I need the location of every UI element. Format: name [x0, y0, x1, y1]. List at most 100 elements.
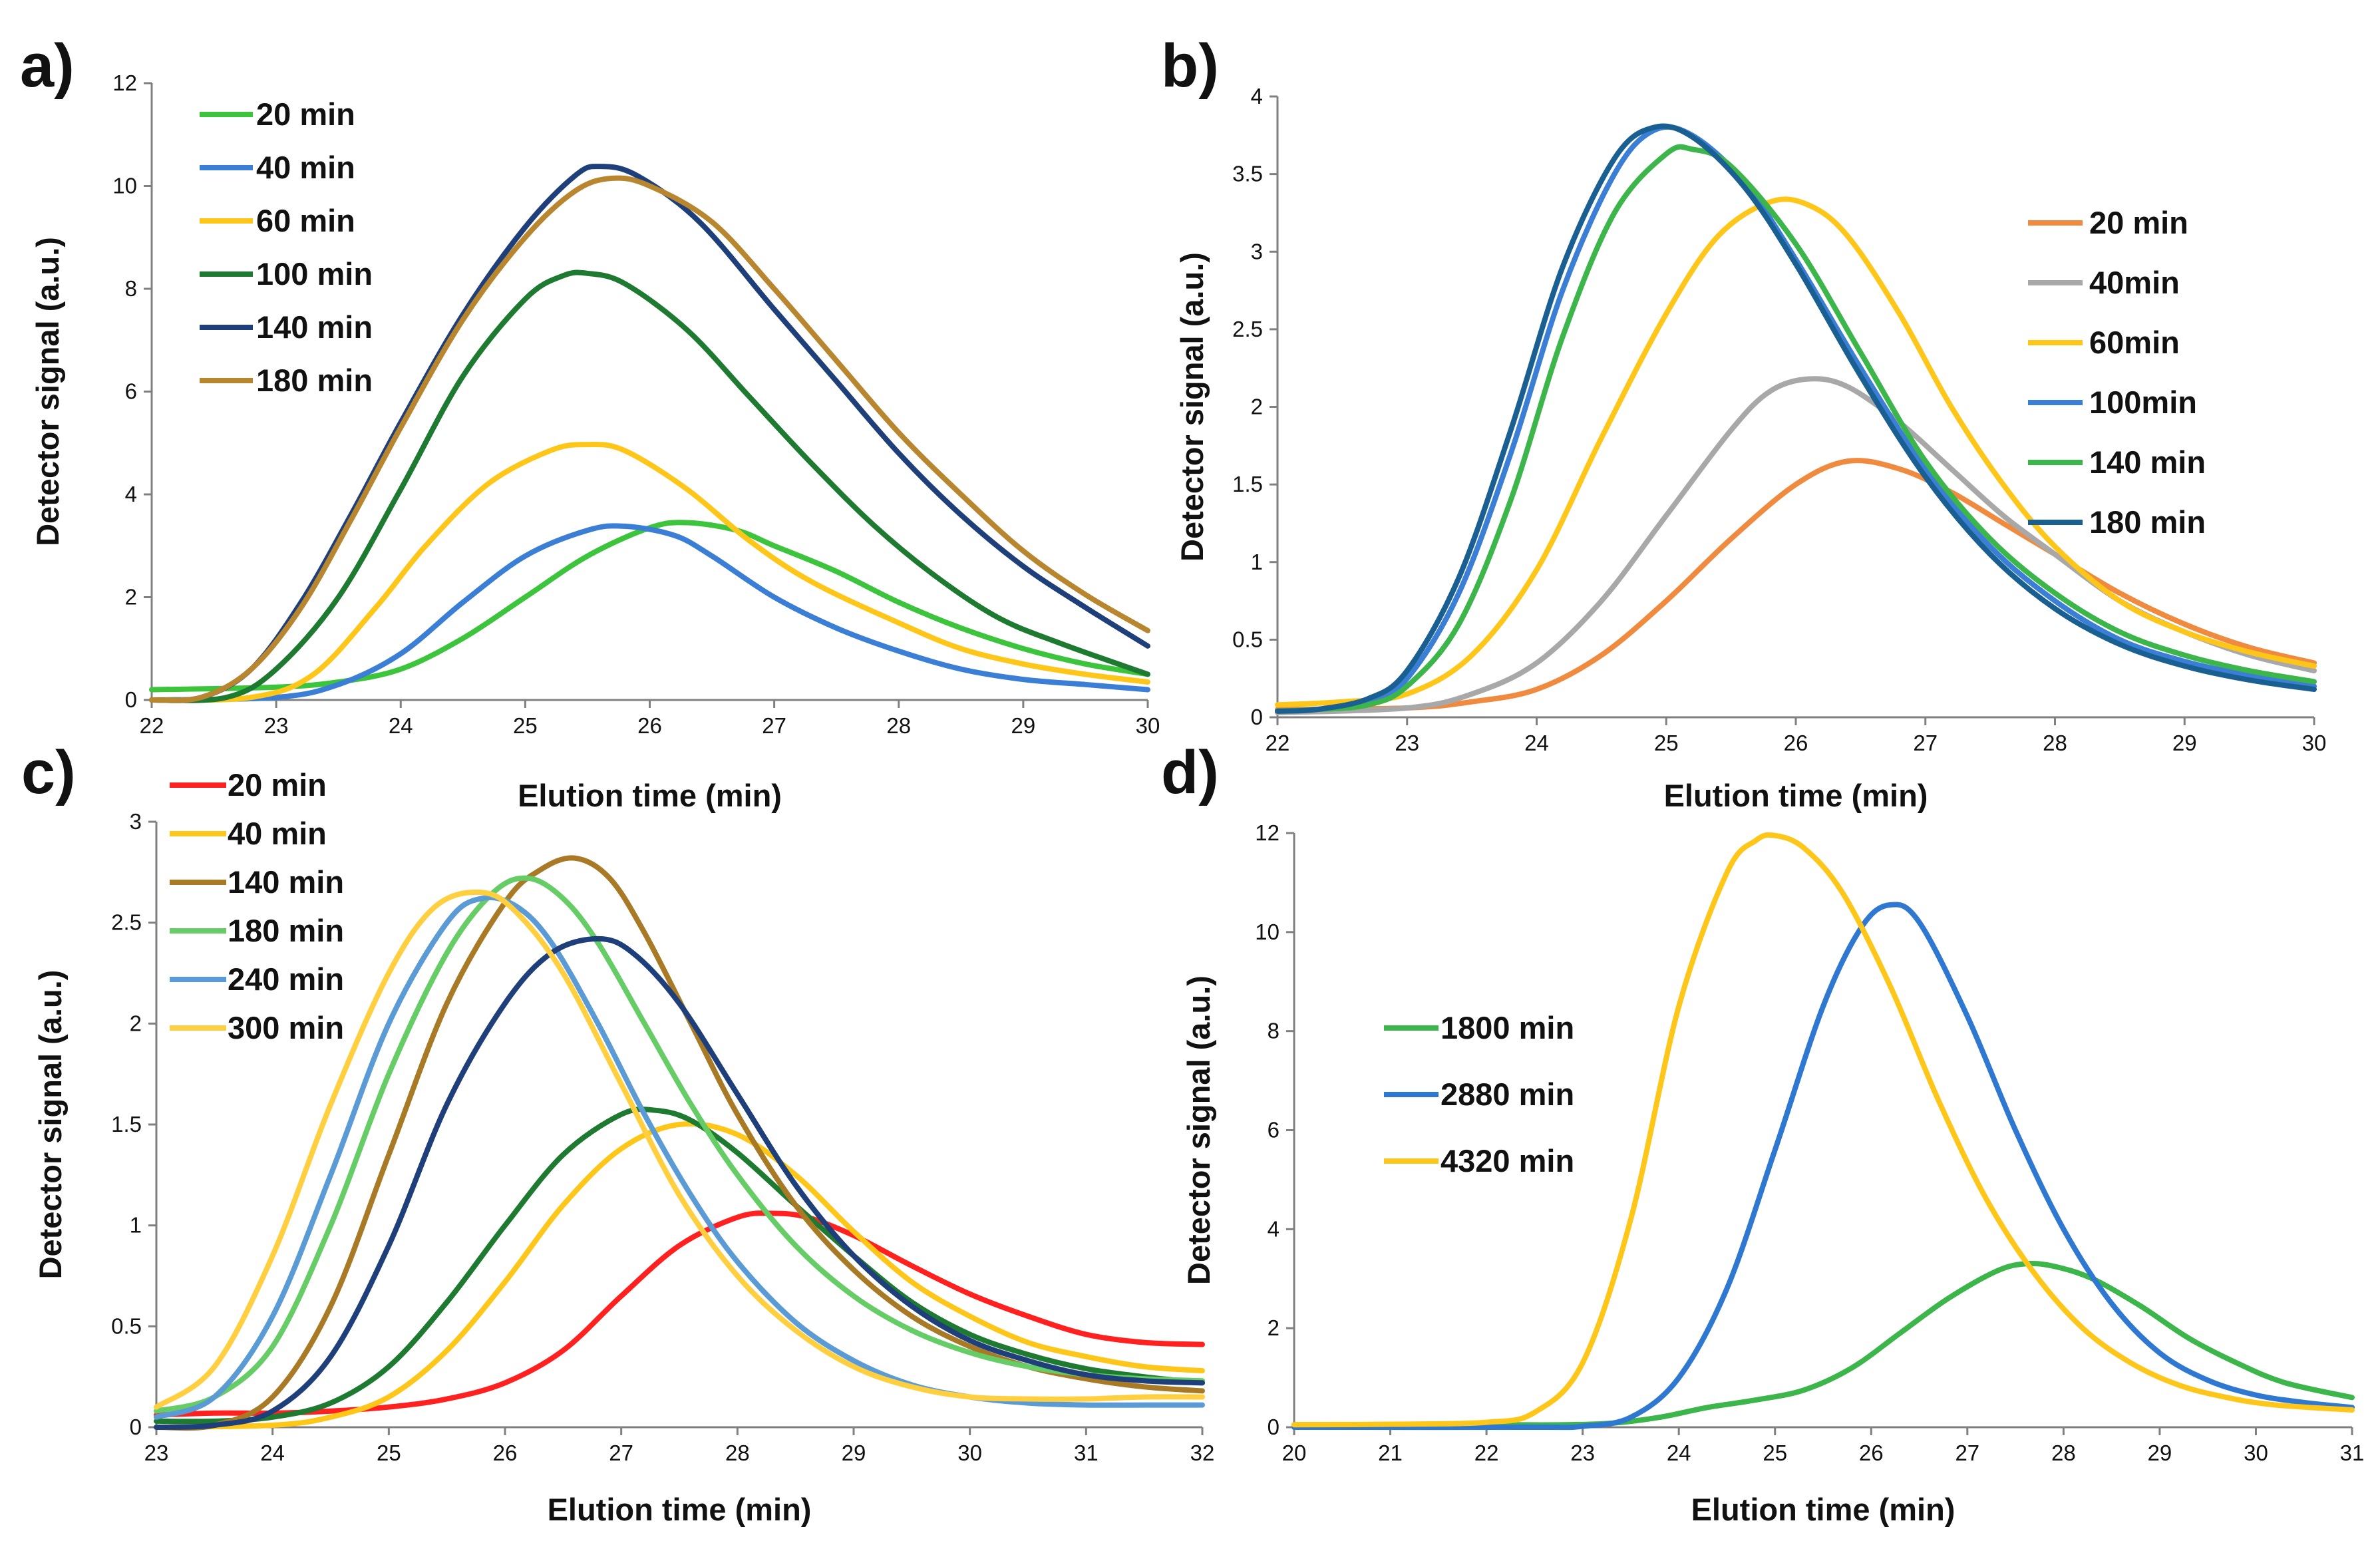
x-tick-label: 23 — [144, 1441, 169, 1465]
x-tick-label: 29 — [2172, 731, 2197, 755]
x-tick-label: 23 — [1395, 731, 1419, 755]
y-axis-label: Detector signal (a.u.) — [30, 237, 65, 546]
y-tick-label: 1 — [1251, 550, 1263, 574]
y-tick-label: 6 — [125, 379, 137, 404]
y-tick-label: 0 — [1268, 1415, 1279, 1439]
y-tick-label: 4 — [1268, 1216, 1279, 1241]
series-line-60-min — [149, 441, 1150, 703]
x-axis-label: Elution time (min) — [548, 1492, 812, 1527]
x-tick-label: 27 — [609, 1441, 633, 1465]
x-tick-label: 27 — [1955, 1441, 1979, 1465]
legend-label: 40 min — [228, 816, 327, 851]
panel-c: c) 23 24 25 26 27 28 29 30 31 32 0 0.5 1 1.5 2 2.5 3 Eluti… — [21, 739, 1214, 1527]
y-axis-label: Detector signal (a.u.) — [1174, 252, 1210, 562]
x-tick-label: 24 — [1524, 731, 1549, 755]
y-tick-label: 6 — [1268, 1118, 1279, 1142]
x-tick-label: 30 — [1136, 713, 1160, 738]
x-tick-label: 27 — [762, 713, 786, 738]
y-tick-label: 1.5 — [111, 1112, 142, 1136]
legend-label: 140 min — [2089, 444, 2206, 480]
x-tick-label: 23 — [264, 713, 289, 738]
y-tick-label: 3 — [130, 809, 142, 834]
x-axis-label: Elution time (min) — [1691, 1492, 1955, 1527]
legend: 20 min 40 min 60 min 100 min 140 min 180 min — [200, 96, 373, 398]
series-line-100-min — [154, 1107, 1205, 1425]
legend-label: 100 min — [256, 256, 373, 291]
y-tick-label: 10 — [112, 174, 137, 198]
series-line-4320-min — [1291, 832, 2355, 1428]
x-tick-label: 20 — [1282, 1441, 1307, 1465]
x-tick-label: 30 — [957, 1441, 982, 1465]
series-line-180-min — [154, 875, 1205, 1414]
series-line-60min — [1275, 196, 2317, 708]
y-tick-label: 8 — [1268, 1019, 1279, 1043]
x-tick-label: 26 — [493, 1441, 518, 1465]
y-tick-label: 0 — [130, 1415, 142, 1439]
legend-label: 180 min — [228, 913, 344, 948]
x-tick-label: 24 — [260, 1441, 285, 1465]
series-line-260-min — [154, 936, 1205, 1430]
legend-label: 180 min — [2089, 504, 2206, 540]
legend-label: 20 min — [2089, 205, 2188, 240]
x-tick-label: 22 — [1474, 1441, 1499, 1465]
x-tick-label: 29 — [842, 1441, 866, 1465]
x-tick-label: 28 — [725, 1441, 750, 1465]
y-tick-label: 8 — [125, 276, 137, 301]
y-tick-label: 3 — [1251, 239, 1263, 263]
y-tick-label: 4 — [1251, 84, 1263, 108]
y-tick-label: 3.5 — [1232, 162, 1263, 186]
legend-label: 240 min — [228, 961, 344, 997]
y-tick-label: 10 — [1255, 920, 1279, 944]
y-tick-label: 0 — [125, 687, 137, 712]
x-tick-label: 23 — [1570, 1441, 1595, 1465]
x-tick-label: 32 — [1190, 1441, 1215, 1465]
series-line-40-min — [149, 523, 1150, 703]
series-line-20-min — [149, 520, 1150, 693]
x-tick-label: 22 — [1266, 731, 1290, 755]
panel-label-b: b) — [1161, 32, 1219, 100]
x-tick-label: 26 — [1784, 731, 1808, 755]
x-tick-label: 26 — [1859, 1441, 1884, 1465]
legend-label: 60min — [2089, 325, 2180, 360]
legend-label: 2880 min — [1441, 1077, 1574, 1112]
series-line-180-min — [149, 175, 1150, 703]
panel-label-a: a) — [20, 32, 75, 100]
y-tick-label: 1 — [130, 1213, 142, 1238]
x-tick-label: 24 — [1667, 1441, 1691, 1465]
y-tick-label: 2.5 — [111, 910, 142, 935]
legend-label: 20 min — [256, 96, 355, 132]
y-axis-label: Detector signal (a.u.) — [1181, 975, 1216, 1285]
x-tick-label: 30 — [2302, 731, 2327, 755]
y-tick-label: 4 — [125, 482, 137, 506]
panel-b: b) 22 23 24 25 26 27 28 29 30 0 0.5 1 1.5 2 2.5 3 3.5 4 Elu… — [1161, 32, 2326, 813]
y-tick-label: 2.5 — [1232, 317, 1263, 341]
x-tick-label: 25 — [513, 713, 538, 738]
legend-label: 300 min — [228, 1010, 344, 1045]
x-tick-label: 22 — [140, 713, 164, 738]
legend-label: 180 min — [256, 363, 373, 398]
legend: 20 min 40min 60min 100min 140 min 180 min — [2028, 205, 2206, 540]
x-axis-label: Elution time (min) — [518, 778, 782, 813]
x-tick-label: 29 — [1011, 713, 1036, 738]
legend-label: 140 min — [228, 864, 344, 900]
legend-label: 4320 min — [1441, 1143, 1574, 1178]
x-tick-label: 31 — [2340, 1441, 2365, 1465]
x-tick-label: 28 — [2043, 731, 2067, 755]
x-tick-label: 31 — [1074, 1441, 1099, 1465]
legend-label: 100min — [2089, 385, 2197, 420]
x-tick-label: 28 — [2051, 1441, 2076, 1465]
y-tick-label: 12 — [1255, 820, 1279, 845]
y-tick-label: 2 — [125, 585, 137, 609]
legend-label: 20 min — [228, 767, 327, 802]
y-axis-label: Detector signal (a.u.) — [33, 970, 68, 1280]
y-tick-label: 12 — [112, 71, 137, 95]
y-tick-label: 1.5 — [1232, 472, 1263, 496]
legend-label: 40 min — [256, 150, 355, 185]
x-tick-label: 25 — [377, 1441, 401, 1465]
x-tick-label: 27 — [1913, 731, 1938, 755]
x-tick-label: 26 — [637, 713, 662, 738]
series-line-20-min — [154, 1210, 1205, 1418]
